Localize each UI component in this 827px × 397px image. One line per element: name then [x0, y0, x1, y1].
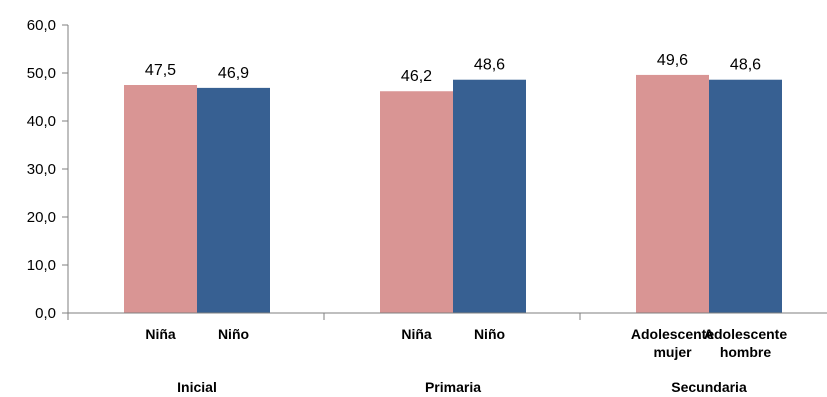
bar-primaria-2 — [453, 79, 526, 313]
category-label: Adolescente — [631, 326, 714, 342]
y-tick-label: 0,0 — [35, 305, 56, 322]
data-label: 46,2 — [401, 68, 432, 85]
category-label: hombre — [720, 344, 772, 360]
group-label: Secundaria — [671, 379, 747, 395]
category-label: Adolescente — [704, 326, 787, 342]
category-label: Niño — [474, 326, 505, 342]
bar-primaria-1 — [380, 91, 453, 314]
y-tick-label: 10,0 — [27, 257, 56, 274]
data-label: 48,6 — [474, 57, 505, 74]
y-tick-label: 30,0 — [27, 161, 56, 178]
bar-inicial-1 — [124, 85, 197, 313]
bar-secundaria-2 — [709, 79, 782, 313]
y-tick-label: 40,0 — [27, 113, 56, 130]
data-label: 46,9 — [218, 65, 249, 82]
data-label: 49,6 — [657, 52, 688, 69]
category-label: Niña — [401, 326, 432, 342]
category-label: mujer — [653, 344, 692, 360]
category-label: Niño — [218, 326, 249, 342]
y-tick-label: 60,0 — [27, 17, 56, 34]
bar-inicial-2 — [197, 87, 270, 313]
bar-secundaria-1 — [636, 74, 709, 313]
y-tick-label: 50,0 — [27, 65, 56, 82]
data-label: 47,5 — [145, 62, 176, 79]
group-label: Primaria — [425, 379, 481, 395]
group-label: Inicial — [177, 379, 217, 395]
category-label: Niña — [145, 326, 176, 342]
data-label: 48,6 — [730, 57, 761, 74]
y-tick-label: 20,0 — [27, 209, 56, 226]
